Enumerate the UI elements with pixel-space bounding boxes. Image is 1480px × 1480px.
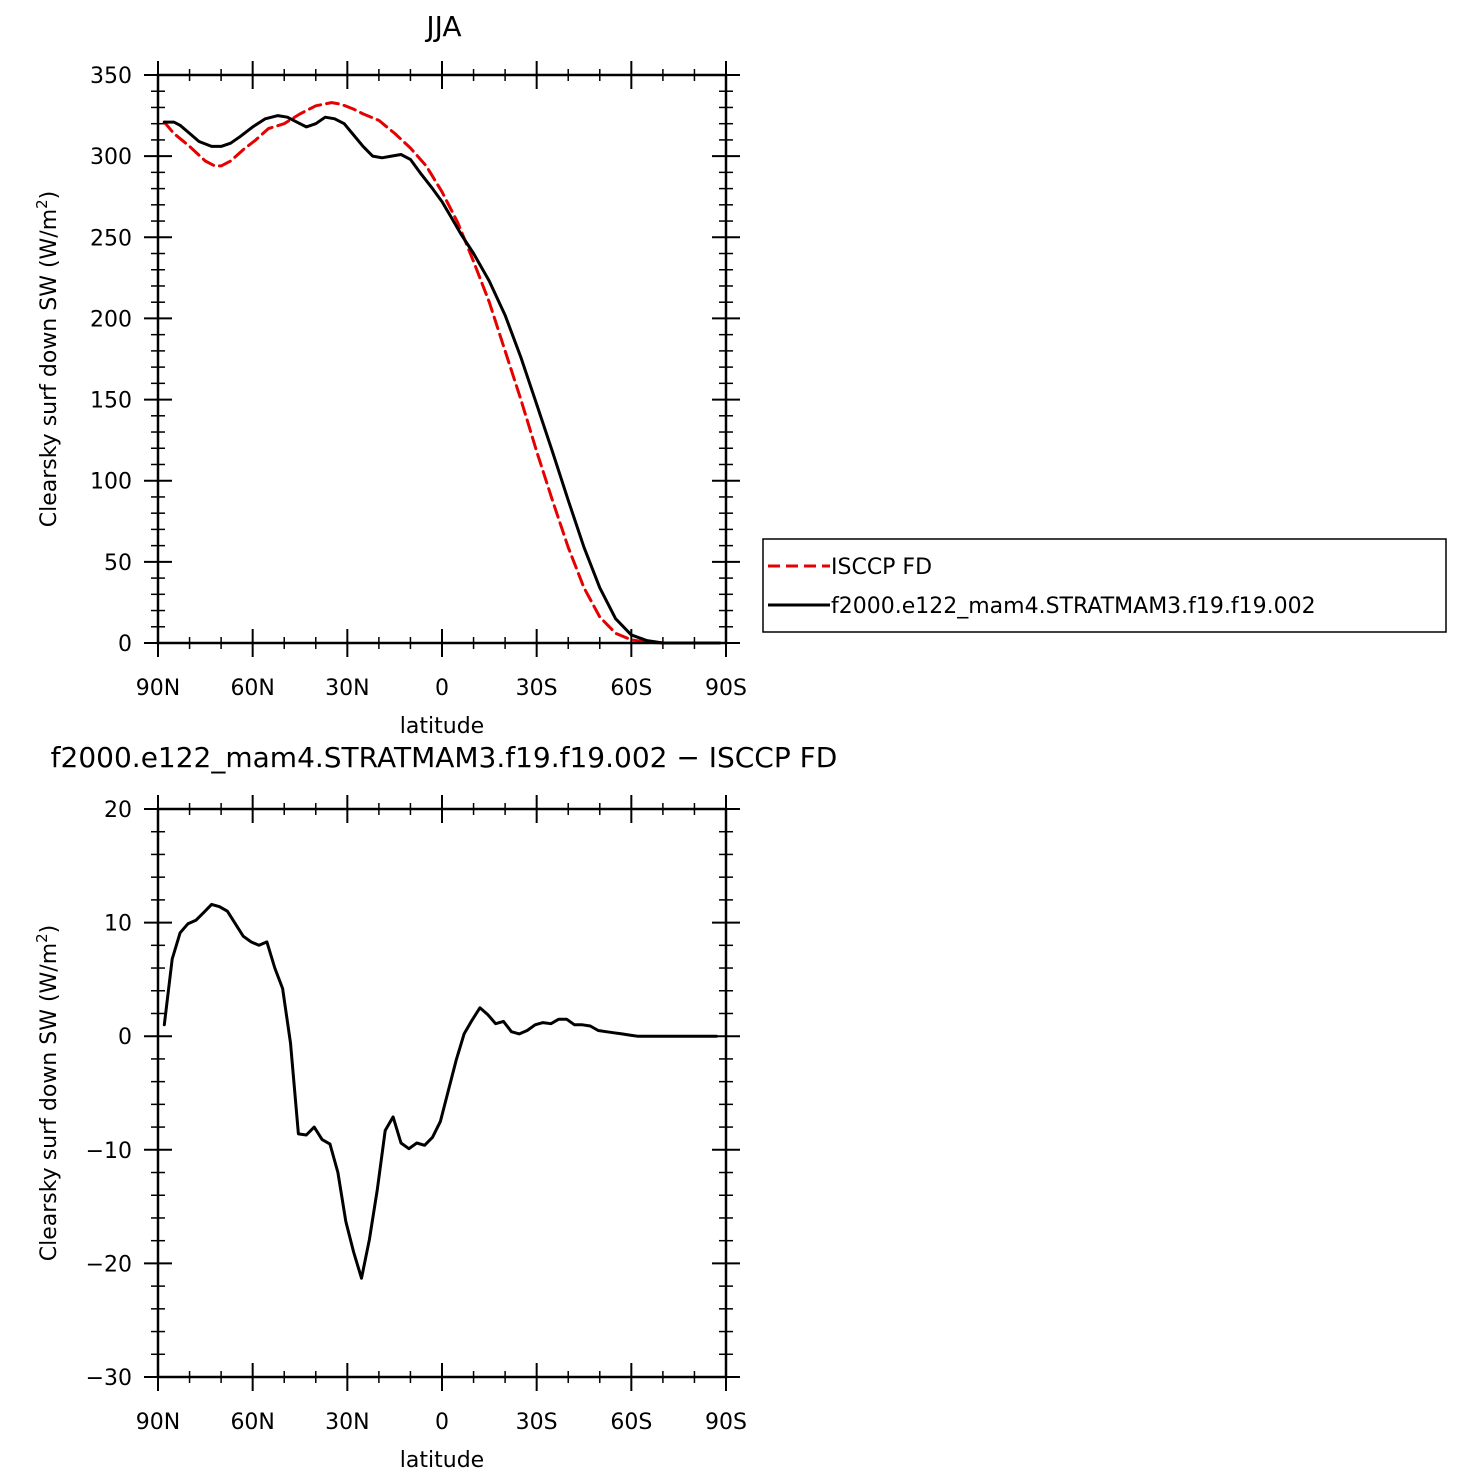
y-tick-label: −30	[86, 1366, 132, 1391]
x-tick-label: 60N	[230, 1410, 274, 1435]
x-tick-label: 60N	[230, 676, 274, 701]
y-tick-label: −10	[86, 1139, 132, 1164]
x-tick-label: 30N	[325, 1410, 369, 1435]
y-tick-label: 0	[118, 1025, 132, 1050]
top-x-axis-label: latitude	[400, 714, 484, 739]
bottom-series-line-0	[162, 902, 718, 1280]
x-tick-label: 0	[435, 1410, 449, 1435]
bottom-y-axis-label: Clearsky surf down SW (W/m2)	[33, 925, 62, 1262]
top-series-line-1	[162, 114, 722, 645]
bottom-x-axis-label: latitude	[400, 1448, 484, 1473]
x-tick-label: 90S	[705, 1410, 747, 1435]
y-tick-label: 150	[90, 389, 132, 414]
y-tick-label: 350	[90, 64, 132, 89]
y-tick-label: 10	[104, 912, 132, 937]
legend: ISCCP FD f2000.e122_mam4.STRATMAM3.f19.f…	[762, 538, 1447, 633]
y-tick-label: 0	[118, 632, 132, 657]
y-tick-label: 20	[104, 798, 132, 823]
bottom-plot-frame	[156, 807, 728, 1379]
x-tick-label: 0	[435, 676, 449, 701]
x-tick-label: 90N	[136, 1410, 180, 1435]
legend-label-model: f2000.e122_mam4.STRATMAM3.f19.f19.002	[831, 594, 1316, 619]
y-tick-label: 250	[90, 226, 132, 251]
y-tick-label: −20	[86, 1252, 132, 1277]
bottom-panel: f2000.e122_mam4.STRATMAM3.f19.f19.002 − …	[33, 741, 837, 1473]
legend-label-isccp: ISCCP FD	[831, 555, 932, 580]
top-panel: JJA 90N 60N 30N 0 30S 60S 90S 0 50 100 150 200 250 30…	[33, 10, 747, 739]
x-tick-label: 30S	[516, 676, 558, 701]
x-tick-label: 90S	[705, 676, 747, 701]
y-tick-label: 300	[90, 145, 132, 170]
top-plot-frame	[156, 73, 728, 645]
x-tick-label: 60S	[610, 1410, 652, 1435]
x-tick-label: 90N	[136, 676, 180, 701]
top-y-axis-label: Clearsky surf down SW (W/m2)	[33, 191, 62, 528]
x-tick-label: 30S	[516, 1410, 558, 1435]
y-tick-label: 200	[90, 307, 132, 332]
top-series-line-0	[162, 101, 722, 645]
x-tick-label: 30N	[325, 676, 369, 701]
bottom-panel-title: f2000.e122_mam4.STRATMAM3.f19.f19.002 − …	[51, 741, 838, 774]
y-tick-label: 100	[90, 470, 132, 495]
y-tick-label: 50	[104, 551, 132, 576]
x-tick-label: 60S	[610, 676, 652, 701]
top-panel-title: JJA	[424, 10, 461, 43]
legend-box	[762, 538, 1447, 633]
